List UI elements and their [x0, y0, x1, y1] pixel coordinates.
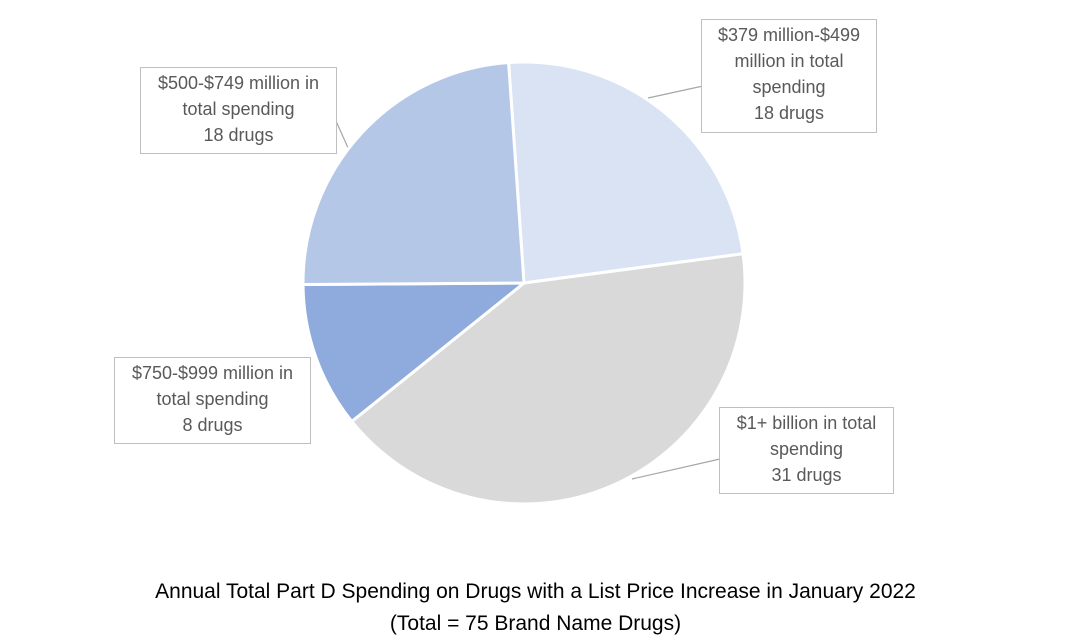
label-500-count: 18 drugs [203, 125, 274, 145]
label-379-line-3: spending [752, 77, 826, 97]
chart-subtitle: (Total = 75 Brand Name Drugs) [389, 612, 682, 635]
label-500-line-1: $500-$749 million in [157, 73, 320, 93]
label-750-line-2: total spending [156, 389, 269, 409]
label-1b-line-1: $1+ billion in total [736, 413, 877, 433]
label-1b-count: 31 drugs [771, 465, 842, 485]
label-1-billion: $1+ billion in total spending 31 drugs [719, 407, 894, 494]
pie-slice-b1b [350, 252, 747, 506]
label-379-499-million: $379 million-$499 million in total spend… [701, 19, 877, 133]
pie-slice-b750 [301, 281, 526, 423]
label-500-749-million: $500-$749 million in total spending 18 d… [140, 67, 337, 154]
chart-title: Annual Total Part D Spending on Drugs wi… [155, 580, 916, 603]
label-500-line-2: total spending [182, 99, 295, 119]
leader-line-b1b [631, 458, 721, 480]
label-379-line-2: million in total [734, 51, 844, 71]
label-379-line-1: $379 million-$499 [717, 25, 861, 45]
label-379-count: 18 drugs [753, 103, 825, 123]
label-1b-line-2: spending [769, 439, 844, 459]
label-750-line-1: $750-$999 million in [131, 363, 294, 383]
pie-slice-b379 [507, 60, 745, 285]
label-750-999-million: $750-$999 million in total spending 8 dr… [114, 357, 311, 444]
pie-slice-b500 [301, 61, 526, 287]
label-750-count: 8 drugs [182, 415, 243, 435]
leader-line-b500 [335, 120, 350, 151]
leader-line-b379 [647, 85, 704, 99]
